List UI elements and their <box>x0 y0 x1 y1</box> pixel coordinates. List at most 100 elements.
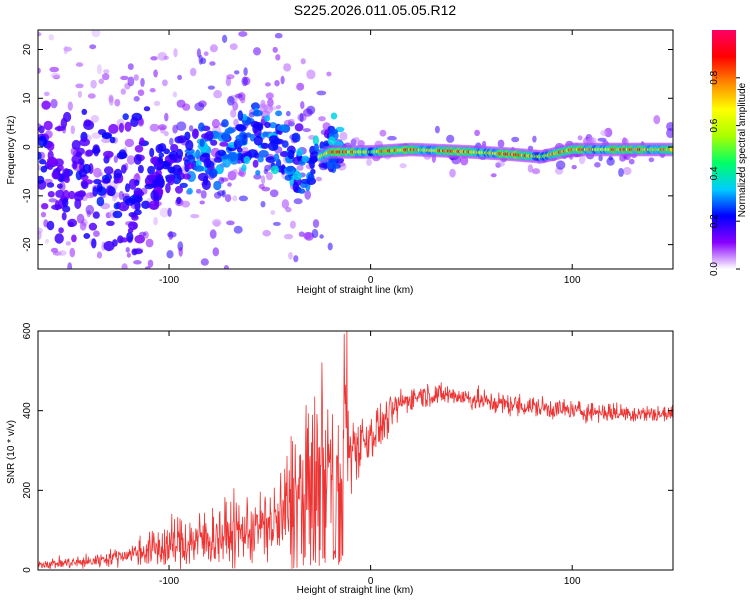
spectrogram-cell <box>172 154 183 163</box>
spectrogram-cell <box>98 288 105 294</box>
y-tick-label: 600 <box>22 322 33 339</box>
spectrogram-cell <box>137 164 144 174</box>
spectrogram-cell <box>79 138 90 147</box>
spectrogram-cell <box>292 181 299 193</box>
spectrogram-cell <box>316 90 327 96</box>
spectrogram-cell <box>275 54 281 61</box>
spectrogram-cell <box>77 90 82 98</box>
colorbar-tick-label: 0.8 <box>709 70 720 84</box>
spectrogram-cell <box>252 159 259 168</box>
spectrogram-cell <box>98 172 104 177</box>
spectrogram-cell <box>312 219 320 228</box>
y-tick-label: 200 <box>22 482 33 499</box>
spectrogram-cell <box>77 190 86 198</box>
spectrogram-cell <box>577 135 583 141</box>
colorbar-tick-label: 0.6 <box>709 118 720 132</box>
spectrogram-cell <box>157 124 167 131</box>
spectrogram-cell <box>103 240 115 252</box>
spectrogram-cell <box>243 67 248 76</box>
spectrogram-cell <box>124 121 132 132</box>
colorbar-ticks: 0.0 0.2 0.4 0.6 0.8 <box>709 70 740 276</box>
spectrogram-cell <box>200 258 209 266</box>
spectrogram-cell <box>306 105 316 115</box>
spectrogram-cell <box>474 129 480 137</box>
spectrogram-cell <box>163 55 169 60</box>
spectrogram-cell <box>196 48 201 58</box>
spectrogram-cell <box>48 198 58 203</box>
spectrogram-cell <box>175 185 183 194</box>
spectrogram-cell <box>38 151 42 160</box>
spectrogram-cell <box>144 183 154 190</box>
spectrogram-cell <box>134 6 143 14</box>
spectrogram-cell <box>262 229 272 237</box>
spectrogram-cell <box>108 94 114 103</box>
spectrogram-cell <box>150 56 158 61</box>
spectrogram-cell <box>253 174 262 180</box>
spectrogram-cell <box>304 190 312 200</box>
spectrogram-cell <box>272 46 278 53</box>
spectrogram-cell <box>91 238 97 249</box>
spectrogram-cell <box>122 113 129 121</box>
spectrogram-cell <box>285 110 291 117</box>
spectrogram-cell <box>531 168 541 175</box>
spectrogram-cell <box>182 103 191 111</box>
spectrogram-cell <box>148 200 160 210</box>
spectrogram-cell <box>38 282 45 289</box>
spectrogram-cell <box>126 155 135 165</box>
spectrogram-cell <box>264 82 271 87</box>
spectrogram-cell <box>555 160 566 170</box>
spectrogram-cell <box>495 161 505 167</box>
spectrogram-cell <box>134 234 145 244</box>
spectrogram-cell <box>329 128 339 135</box>
spectrogram-cell <box>81 282 88 290</box>
spectrogram-cell <box>176 298 180 307</box>
spectrogram-cell <box>264 121 271 129</box>
spectrogram-cell <box>56 183 63 189</box>
spectrogram-cell <box>48 34 54 41</box>
spectrogram-cell <box>127 63 134 70</box>
spectrogram-cell <box>167 207 172 217</box>
spectrogram-cell <box>118 190 125 200</box>
spectrogram-cell <box>91 30 101 38</box>
spectrogram-cell <box>147 175 154 182</box>
spectrogram-cell <box>121 164 127 174</box>
spectrogram-cell <box>185 139 194 151</box>
spectrogram-cell <box>103 69 110 74</box>
colorbar: 0.0 0.2 0.4 0.6 0.8 Normalized spectral ampl… <box>709 30 748 276</box>
spectrogram-cell <box>76 147 85 155</box>
spectrogram-cell <box>197 172 209 182</box>
spectrogram-cell <box>126 252 131 258</box>
spectrogram-cell <box>38 135 48 147</box>
spectrogram-cell <box>58 227 64 234</box>
spectrogram-cell <box>227 96 235 106</box>
spectrogram-cell <box>133 96 140 102</box>
spectrogram-cell <box>181 200 191 208</box>
spectrogram-cell <box>53 1 59 5</box>
spectrogram-cell <box>161 160 171 170</box>
spectrogram-cell <box>234 93 243 99</box>
spectrogram-cell <box>51 204 62 210</box>
spectrogram-cell <box>61 197 69 208</box>
spectrogram-cell <box>224 194 232 203</box>
spectrogram-cell <box>166 250 174 259</box>
spectrogram-cell <box>149 147 155 158</box>
spectrogram-cell <box>133 248 144 255</box>
spectrogram-cell <box>319 234 324 239</box>
spectrogram-y-label: Frequency (Hz) <box>6 116 17 185</box>
spectrogram-cell <box>227 182 232 187</box>
spectrogram-cell <box>511 136 520 143</box>
spectrogram-cell <box>143 106 151 112</box>
spectrogram-cell <box>58 250 67 256</box>
spectrogram-cell <box>666 128 673 139</box>
spectrogram-cell <box>68 190 76 200</box>
spectrogram-cell <box>213 180 222 191</box>
spectrogram-cell <box>179 182 188 188</box>
spectrogram-cell <box>264 115 271 122</box>
spectrogram-cell <box>76 213 85 224</box>
spectrogram-cell <box>49 66 59 73</box>
spectrogram-cell <box>128 221 138 230</box>
spectrogram-cell <box>83 233 91 239</box>
spectrogram-cell <box>167 175 175 186</box>
spectrogram-cell <box>210 139 218 146</box>
